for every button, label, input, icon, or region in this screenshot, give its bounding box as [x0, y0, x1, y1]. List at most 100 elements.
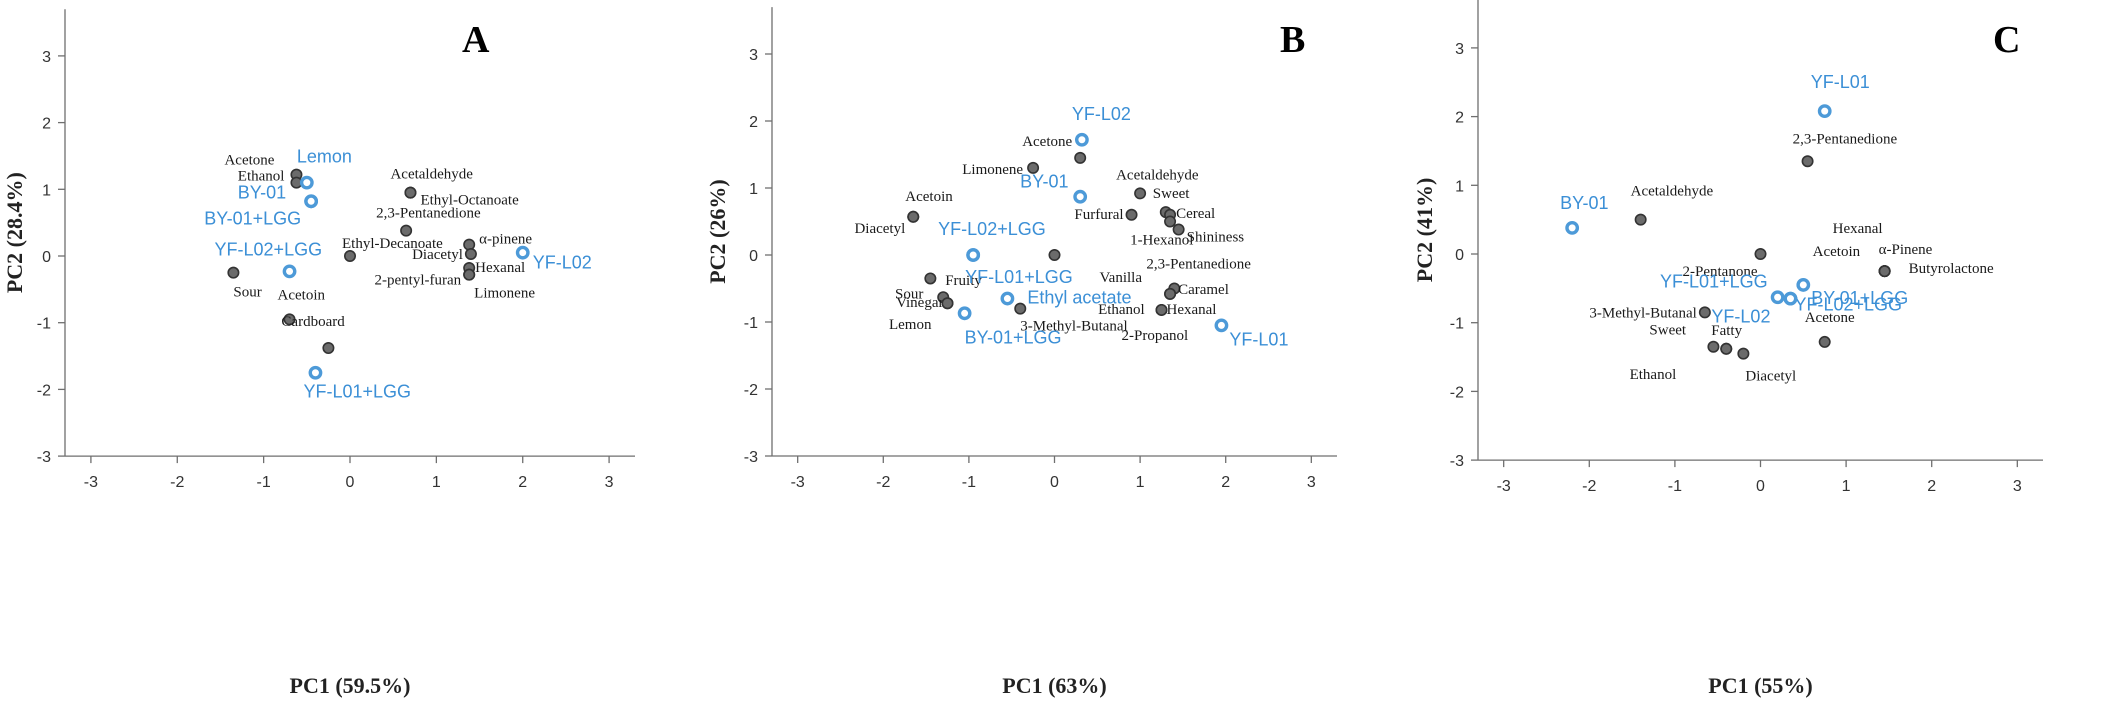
panel-b-attribute-point-lemon — [941, 297, 954, 310]
panel-c-attribute-point-acetaldehyde — [1634, 213, 1647, 226]
panel-a-attribute-point-sour — [227, 266, 240, 279]
panel-c-attribute-label-3-methyl-butanal: 3-Methyl-Butanal — [1589, 305, 1696, 321]
panel-b-attribute-label-furfural: Furfural — [1074, 207, 1123, 223]
panel-b-attribute-point-furfural — [1125, 208, 1138, 221]
panel-c-attribute-point-2-3-pentanedione — [1801, 155, 1814, 168]
panel-b-attribute-label-hexanal: Hexanal — [1167, 302, 1217, 318]
panel-a-attribute-label-sour: Sour — [233, 285, 261, 301]
panel-b-sample-label-yf-l02-lgg: YF-L02+LGG — [938, 219, 1046, 239]
panel-a-y-tick-label: -3 — [37, 449, 51, 466]
panel-a-attribute-point-diacetyl — [464, 247, 477, 260]
panel-c-x-tick-label: -2 — [1582, 478, 1596, 495]
panel-b-x-tick-label: 0 — [1050, 474, 1059, 491]
panel-b-y-tick-label: -3 — [744, 449, 758, 466]
panel-c-y-tick-label: -1 — [1450, 316, 1464, 333]
panel-b-y-tick-label: -1 — [744, 315, 758, 332]
panel-a-y-tick-label: 1 — [42, 182, 51, 199]
panel-c-sample-point-yf-l02 — [1783, 291, 1798, 306]
panel-b-x-tick-label: 1 — [1136, 474, 1145, 491]
panel-a-sample-label-yf-l01-lgg: YF-L01+LGG — [303, 382, 411, 402]
panel-a-attribute-label-2-pentyl-furan: 2-pentyl-furan — [375, 273, 462, 289]
panel-a-attribute-point-2-3-pentanedione — [400, 224, 413, 237]
panel-b-y-tick-label: 3 — [749, 47, 758, 64]
panel-b-attribute-point-sour — [924, 272, 937, 285]
panel-c-sample-label-yf-l02: YF-L02 — [1711, 307, 1770, 327]
panel-a-y-tick-label: 0 — [42, 249, 51, 266]
panel-a-attribute-label-ethyl-octanoate: Ethyl-Octanoate — [420, 193, 519, 209]
panel-c-y-axis-title: PC2 (41%) — [1412, 178, 1437, 282]
panel-b-sample-label-yf-l02: YF-L02 — [1072, 104, 1131, 124]
panel-a-sample-point-yf-l01-lgg — [308, 365, 323, 380]
panel-a-attribute-label-2-3-pentanedione: 2,3-Pentanedione — [376, 206, 481, 222]
panel-a-attribute-label-acetoin: Acetoin — [278, 287, 326, 303]
panel-b-attribute-point-3-methyl-butanal — [1014, 302, 1027, 315]
panel-b-attribute-label-1-hexanol: 1-Hexanol — [1130, 233, 1193, 249]
panel-b-y-axis-title: PC2 (26%) — [705, 179, 730, 283]
panel-a-y-tick-label: 3 — [42, 49, 51, 66]
panel-b-attribute-label-sour: Sour — [895, 286, 923, 302]
panel-b-letter: B — [1280, 19, 1305, 61]
panel-b-x-tick-label: 2 — [1221, 474, 1230, 491]
panel-b-attribute-label-3-methyl-butanal: 3-Methyl-Butanal — [1020, 319, 1127, 335]
panel-c-x-tick-label: -1 — [1668, 478, 1682, 495]
panel-b-attribute-point-2-propanol — [1155, 303, 1168, 316]
panel-c-y-tick-label: 2 — [1455, 110, 1464, 127]
panel-a-sample-label-lemon: Lemon — [297, 147, 352, 167]
panel-b-y-tick-label: 1 — [749, 181, 758, 198]
panel-b-x-axis-title: PC1 (63%) — [1002, 673, 1106, 698]
panel-a-attribute-label-cardboard: Cardboard — [281, 314, 345, 330]
panel-b-attribute-label-caramel: Caramel — [1178, 282, 1229, 298]
panel-c-attribute-label-hexanal: Hexanal — [1833, 221, 1883, 237]
panel-b-attribute-point-acetone — [1074, 151, 1087, 164]
panel-c-chart: -3 -2 -1 0 1 2 3 -3 -2 -1 0 1 2 3 PC1 (55%) PC2 (41%) C 2… — [1412, 0, 2043, 698]
panel-a-attribute-label-hexanal: Hexanal — [475, 260, 525, 276]
panel-c-sample-label-yf-l02-lgg: YF-L02+LGG — [1794, 295, 1902, 315]
panel-a-x-tick-label: -3 — [84, 474, 98, 491]
panel-b-sample-point-yf-l02 — [1074, 132, 1089, 147]
panel-a-sample-label-yf-l02-lgg: YF-L02+LGG — [215, 239, 323, 259]
panel-c-attribute-label-sweet: Sweet — [1649, 323, 1686, 339]
panel-c-attribute-label-acetoin: Acetoin — [1813, 244, 1861, 260]
panel-c-y-tick-label: 3 — [1455, 41, 1464, 58]
panel-b-attribute-label-sweet: Sweet — [1153, 186, 1190, 202]
panel-b-sample-label-by-01: BY-01 — [1020, 172, 1068, 192]
panel-a-attribute-point-limonene — [463, 268, 476, 281]
panel-b-attribute-point-shininess — [1172, 223, 1185, 236]
panel-a-attribute-label-diacetyl: Diacetyl — [412, 247, 463, 263]
panel-c-x-tick-label: 0 — [1756, 478, 1765, 495]
panel-a-attribute-point-ethyl-decanoate — [343, 250, 356, 263]
panel-b-attribute-label-vanilla: Vanilla — [1100, 270, 1143, 286]
panel-b-attribute-label-acetoin: Acetoin — [905, 189, 953, 205]
panel-c-attribute-label-butyrolactone: Butyrolactone — [1909, 261, 1994, 277]
panel-b-sample-point-yf-l01 — [1214, 318, 1229, 333]
panel-a-attribute-label-pinene: α-pinene — [479, 232, 532, 248]
panel-b-y-tick-label: 0 — [749, 248, 758, 265]
panel-b-attribute-label-diacetyl: Diacetyl — [854, 221, 905, 237]
panel-a-sample-label-yf-l02: YF-L02 — [533, 253, 592, 273]
panel-c-sample-label-yf-l01-lgg: YF-L01+LGG — [1660, 271, 1768, 291]
panel-b-sample-label-by-01-lgg: BY-01+LGG — [965, 327, 1062, 347]
panel-b-attribute-label-ethanol: Ethanol — [1098, 302, 1145, 318]
panel-c-letter: C — [1993, 19, 2020, 61]
panel-c-sample-label-by-01-lgg: BY-01+LGG — [1811, 288, 1908, 308]
panel-a-chart: -3 -2 -1 0 1 2 3 -3 -2 -1 0 1 2 3 PC1 (59.5%) PC2 (28.4… — [2, 9, 635, 698]
panel-c-x-tick-label: 3 — [2013, 478, 2022, 495]
panel-a-attribute-point-cardboard — [322, 342, 335, 355]
panel-a-y-tick-label: -2 — [37, 382, 51, 399]
panel-c-x-axis-title: PC1 (55%) — [1708, 673, 1812, 698]
panel-b-x-tick-label: 3 — [1307, 474, 1316, 491]
panel-b-attribute-point-1-hexanol — [1164, 215, 1177, 228]
panel-a-attribute-label-acetone: Acetone — [224, 153, 274, 169]
panel-a-y-tick-label: 2 — [42, 116, 51, 133]
panel-a-x-tick-label: 3 — [605, 474, 614, 491]
panel-c-sample-point-by-01-lgg — [1796, 278, 1811, 292]
panel-c-attribute-label-2-3-pentanedione: 2,3-Pentanedione — [1793, 131, 1898, 147]
panel-c-attribute-label-acetaldehyde: Acetaldehyde — [1631, 184, 1714, 200]
panel-b-sample-point-by-01 — [1073, 189, 1088, 204]
panel-c-attribute-point-ethanol — [1720, 342, 1733, 355]
panel-b-x-tick-label: -2 — [876, 474, 890, 491]
panel-b-sample-label-ethyl-acetate: Ethyl acetate — [1027, 288, 1131, 308]
panel-a-sample-label-by-01: BY-01 — [238, 182, 286, 202]
panel-a-x-axis-title: PC1 (59.5%) — [290, 673, 411, 698]
